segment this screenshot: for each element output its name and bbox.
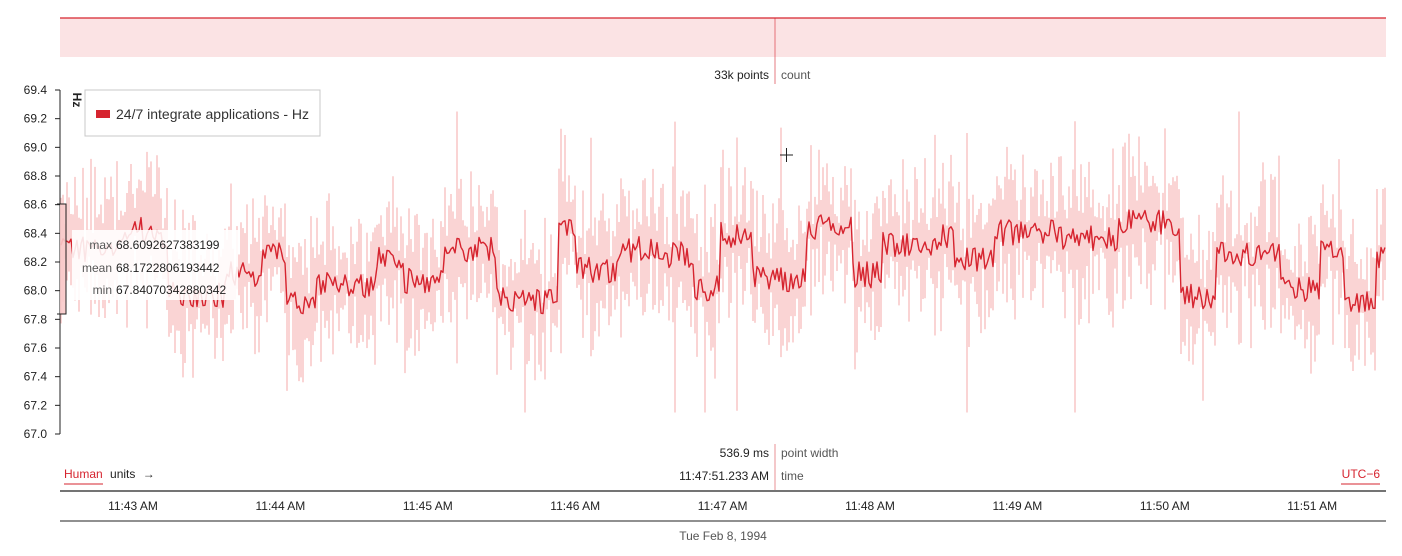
x-axis: 11:43 AM 11:44 AM 11:45 AM 11:46 AM 11:47 AM…: [60, 490, 1386, 522]
cursor-time-label: time: [781, 469, 804, 483]
units-label: units: [110, 467, 135, 481]
timezone-toggle[interactable]: UTC−6: [1341, 467, 1381, 485]
stat-min-value: 67.84070342880342: [116, 283, 226, 297]
x-tick-label: 11:44 AM: [255, 499, 305, 513]
cursor-point-width-label: point width: [781, 446, 838, 460]
x-axis-date-label: Tue Feb 8, 1994: [679, 529, 767, 543]
x-tick-label: 11:46 AM: [550, 499, 600, 513]
cursor-count-value: 33k points: [714, 68, 769, 82]
legend[interactable]: 24/7 integrate applications - Hz: [84, 89, 321, 137]
y-axis: 67.0 67.2 67.4 67.6 67.8 68.0 68.2 68.4 68.6 68.8…: [24, 83, 61, 441]
svg-text:Human units →: Human units →: [64, 467, 155, 481]
y-axis-label: Hz: [70, 93, 84, 108]
units-toggle[interactable]: Human units →: [64, 467, 155, 485]
cursor-point-width-value: 536.9 ms: [720, 446, 769, 460]
min-max-band: [60, 111, 1386, 413]
x-tick-label: 11:51 AM: [1287, 499, 1337, 513]
stat-mean-label: mean: [82, 261, 112, 275]
stat-min-label: min: [93, 283, 112, 297]
overview-strip[interactable]: [60, 17, 1386, 57]
legend-swatch: [96, 110, 110, 118]
y-tick-label: 68.4: [24, 226, 48, 240]
x-tick-label: 11:48 AM: [845, 499, 895, 513]
stat-max-label: max: [89, 238, 112, 252]
x-tick-label: 11:50 AM: [1140, 499, 1190, 513]
y-tick-label: 68.8: [24, 169, 48, 183]
units-mode-link[interactable]: Human: [64, 467, 103, 481]
timezone-link[interactable]: UTC−6: [1342, 467, 1381, 481]
y-tick-label: 67.6: [24, 341, 48, 355]
x-tick-label: 11:49 AM: [992, 499, 1042, 513]
x-tick-label: 11:43 AM: [108, 499, 158, 513]
x-tick-label: 11:45 AM: [403, 499, 453, 513]
y-tick-label: 68.0: [24, 284, 48, 298]
y-tick-label: 69.4: [24, 83, 48, 97]
range-bracket: [57, 203, 67, 315]
stat-mean-value: 68.1722806193442: [116, 261, 220, 275]
y-tick-label: 69.2: [24, 112, 48, 126]
stats-tooltip: max 68.6092627383199 mean 68.17228061934…: [72, 230, 238, 300]
units-arrow-icon: →: [143, 467, 155, 481]
y-tick-label: 67.4: [24, 370, 48, 384]
cursor-time-value: 11:47:51.233 AM: [679, 469, 769, 483]
y-tick-label: 67.2: [24, 398, 48, 412]
crosshair-icon: [780, 148, 793, 162]
y-tick-label: 67.0: [24, 427, 48, 441]
y-tick-label: 69.0: [24, 140, 48, 154]
legend-entry: 24/7 integrate applications - Hz: [116, 106, 309, 122]
stat-max-value: 68.6092627383199: [116, 238, 220, 252]
cursor-count-label: count: [781, 68, 811, 82]
y-tick-label: 68.2: [24, 255, 48, 269]
series-line: [60, 209, 1386, 315]
y-tick-label: 68.6: [24, 198, 48, 212]
x-tick-label: 11:47 AM: [698, 499, 748, 513]
y-tick-label: 67.8: [24, 312, 48, 326]
cursor: 33k points count 536.9 ms point width 11…: [679, 18, 838, 490]
overview-band: [60, 18, 1386, 57]
